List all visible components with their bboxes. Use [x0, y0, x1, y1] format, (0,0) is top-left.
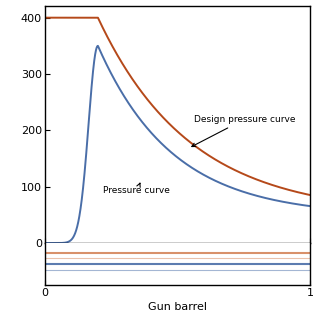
Text: Pressure curve: Pressure curve	[103, 183, 170, 196]
Text: Design pressure curve: Design pressure curve	[192, 115, 295, 147]
X-axis label: Gun barrel: Gun barrel	[148, 302, 207, 312]
X-axis label: Length/total length (−): Length/total length (−)	[117, 247, 238, 257]
